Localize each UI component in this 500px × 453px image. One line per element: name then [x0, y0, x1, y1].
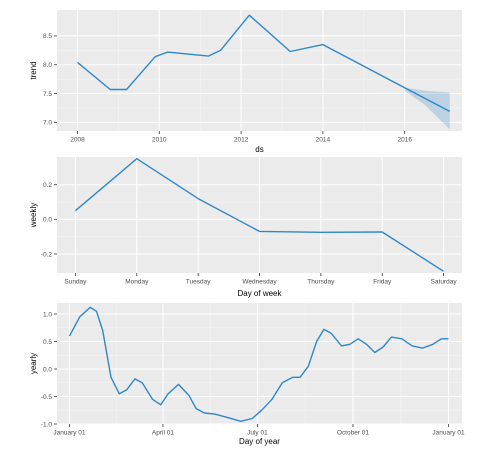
trend-x-tick-label: 2014 [316, 137, 331, 144]
yearly-line [68, 306, 449, 422]
yearly-x-tick-label: April 01 [152, 430, 174, 437]
yearly-y-tick-label: 1.0 [43, 311, 52, 318]
yearly-y-tick-label: -1.0 [41, 421, 53, 428]
weekly-panel: Sunday Monday Tuesday Wednesday Thursday Frid… [29, 157, 462, 298]
trend-x-tick-label: 2008 [70, 137, 85, 144]
yearly-gridlines [57, 303, 462, 425]
yearly-series [68, 306, 449, 422]
trend-x-axis-title: ds [255, 145, 263, 154]
weekly-y-axis-title: weekly [29, 203, 38, 228]
weekly-x-ticks: Sunday Monday Tuesday Wednesday Thursday Frid… [64, 273, 457, 286]
trend-y-ticks: 7.0 7.5 8.0 8.5 [43, 33, 57, 127]
weekly-x-tick-label: Tuesday [186, 279, 211, 286]
trend-panel: 2008 2010 2012 2014 2016 7.0 7.5 8.0 8.5 ds tre… [29, 10, 462, 154]
weekly-line [74, 157, 444, 272]
trend-series [77, 14, 451, 113]
trend-x-tick-label: 2016 [397, 137, 412, 144]
yearly-y-ticks: -1.0 -0.5 0.0 0.5 1.0 [41, 311, 57, 428]
yearly-x-ticks: January 01 April 01 July 01 October 01 Janua… [53, 424, 465, 437]
trend-y-tick-label: 8.0 [43, 62, 52, 69]
trend-x-ticks: 2008 2010 2012 2014 2016 [70, 131, 412, 144]
trend-x-tick-label: 2010 [152, 137, 167, 144]
trend-uncertainty-band [404, 87, 450, 130]
yearly-x-axis-title: Day of year [239, 437, 280, 446]
trend-y-tick-label: 7.0 [43, 120, 52, 127]
weekly-x-tick-label: Monday [125, 279, 149, 286]
yearly-y-tick-label: 0.0 [43, 366, 52, 373]
trend-gridlines [57, 10, 462, 131]
yearly-y-tick-label: 0.5 [43, 339, 52, 346]
weekly-x-tick-label: Sunday [64, 279, 87, 286]
trend-y-axis-title: trend [29, 61, 38, 79]
yearly-x-tick-label: July 01 [247, 430, 268, 437]
weekly-x-axis-title: Day of week [237, 289, 282, 298]
yearly-x-tick-label: January 01 [432, 430, 465, 437]
yearly-panel: January 01 April 01 July 01 October 01 Janua… [29, 303, 465, 446]
trend-y-tick-label: 8.5 [43, 33, 52, 40]
weekly-series [74, 157, 444, 272]
weekly-gridlines [57, 157, 462, 273]
trend-x-tick-label: 2012 [234, 137, 249, 144]
yearly-x-tick-label: January 01 [53, 430, 86, 437]
trend-y-tick-label: 7.5 [43, 91, 52, 98]
yearly-plot-background [57, 303, 462, 424]
yearly-y-axis-title: yearly [29, 353, 38, 374]
weekly-y-ticks: -0.2 0.0 0.2 [41, 182, 57, 258]
trend-uncertainty [404, 87, 450, 130]
weekly-y-tick-label: 0.0 [43, 217, 52, 224]
yearly-y-tick-label: -0.5 [41, 394, 53, 401]
trend-plot-background [57, 10, 462, 131]
weekly-y-tick-label: 0.2 [43, 182, 52, 189]
weekly-x-tick-label: Saturday [431, 279, 458, 286]
weekly-x-tick-label: Thursday [307, 279, 335, 286]
weekly-x-tick-label: Friday [373, 279, 392, 286]
trend-line [77, 14, 451, 113]
yearly-x-tick-label: October 01 [337, 430, 370, 437]
weekly-y-tick-label: -0.2 [41, 251, 53, 258]
weekly-x-tick-label: Wednesday [242, 279, 277, 286]
